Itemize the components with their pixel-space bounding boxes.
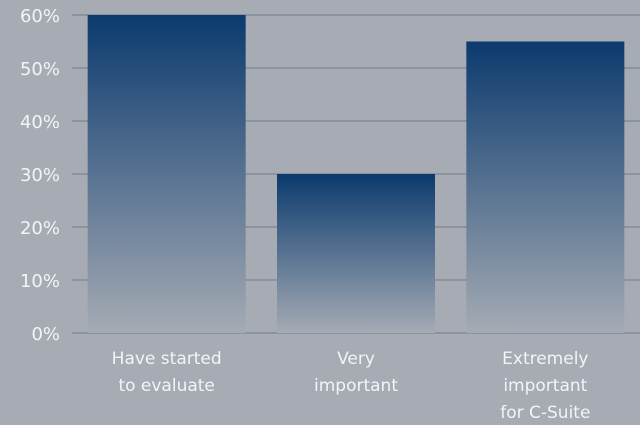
y-tick-label: 20%	[20, 218, 60, 239]
x-category-label: to evaluate	[118, 376, 214, 396]
bar	[87, 15, 246, 333]
bar	[277, 174, 435, 333]
x-category-label: Extremely	[502, 349, 588, 369]
x-category-label: for C-Suite	[500, 403, 590, 423]
y-tick-label: 40%	[20, 112, 60, 133]
x-axis-labels: Have started to evaluate Very important Extr…	[112, 349, 591, 423]
y-axis-ticks: 0% 10% 20% 30% 40% 50% 60%	[20, 6, 60, 345]
bars	[87, 15, 625, 333]
y-tick-label: 60%	[20, 6, 60, 27]
y-tick-label: 10%	[20, 271, 60, 292]
bar	[466, 41, 625, 333]
y-tick-label: 30%	[20, 165, 60, 186]
y-tick-label: 50%	[20, 59, 60, 80]
x-category-label: important	[314, 376, 398, 396]
x-category-label: important	[503, 376, 587, 396]
y-tick-label: 0%	[31, 324, 60, 345]
x-category-label: Have started	[112, 349, 222, 369]
x-category-label: Very	[337, 349, 375, 369]
